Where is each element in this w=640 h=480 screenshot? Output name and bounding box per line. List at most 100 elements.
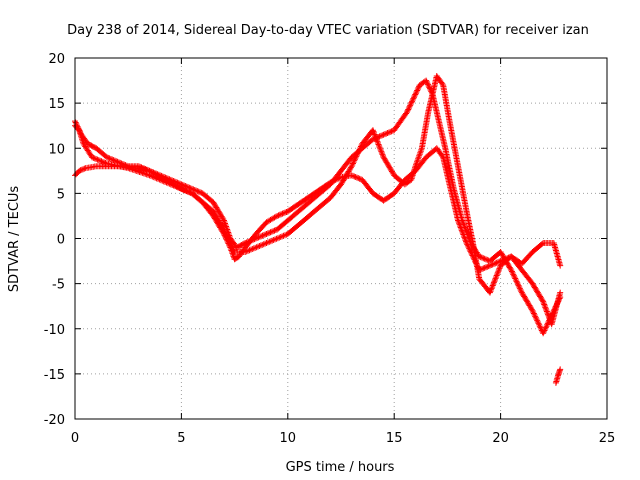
- x-tick-label: 5: [177, 431, 185, 446]
- data-point-marker: [439, 80, 446, 87]
- data-point-marker: [377, 145, 384, 152]
- data-point-marker: [348, 172, 355, 179]
- data-point-marker: [540, 328, 547, 335]
- data-point-marker: [387, 128, 394, 135]
- data-point-marker: [259, 241, 266, 248]
- data-point-marker: [461, 223, 468, 230]
- data-point-marker: [139, 164, 146, 171]
- data-point-marker: [97, 157, 104, 164]
- data-point-marker: [283, 208, 290, 215]
- data-point-marker: [542, 326, 549, 333]
- data-point-marker: [138, 164, 145, 171]
- data-point-marker: [255, 243, 262, 250]
- data-point-marker: [177, 185, 184, 192]
- data-point-marker: [159, 177, 166, 184]
- data-point-marker: [376, 133, 383, 140]
- data-point-marker: [73, 120, 80, 127]
- data-point-marker: [102, 160, 109, 167]
- data-point-marker: [245, 247, 252, 254]
- data-point-marker: [159, 173, 166, 180]
- data-point-marker: [417, 148, 424, 155]
- data-point-marker: [183, 183, 190, 190]
- data-point-marker: [546, 317, 553, 324]
- chart-title: Day 238 of 2014, Sidereal Day-to-day VTE…: [67, 23, 589, 38]
- y-axis-label: SDTVAR / TECUs: [7, 186, 22, 293]
- data-point-marker: [550, 309, 557, 316]
- data-point-marker: [480, 265, 487, 272]
- data-point-marker: [547, 314, 554, 321]
- data-point-marker: [115, 159, 122, 166]
- data-point-marker: [467, 238, 474, 245]
- data-point-marker: [529, 307, 536, 314]
- data-point-marker: [166, 176, 173, 183]
- data-point-marker: [542, 305, 549, 312]
- data-point-marker: [545, 318, 552, 325]
- data-point-marker: [254, 234, 261, 241]
- data-point-marker: [482, 264, 489, 271]
- data-point-marker: [542, 324, 549, 331]
- data-point-marker: [80, 166, 87, 173]
- data-point-marker: [230, 246, 237, 253]
- data-points: [72, 73, 564, 386]
- data-point-marker: [378, 148, 385, 155]
- data-point-marker: [178, 181, 185, 188]
- data-point-marker: [260, 241, 267, 248]
- data-point-marker: [197, 189, 204, 196]
- data-point-marker: [414, 87, 421, 94]
- data-point-marker: [243, 248, 250, 255]
- data-point-marker: [372, 135, 379, 142]
- data-point-marker: [514, 279, 521, 286]
- data-point-marker: [460, 221, 467, 228]
- data-point-marker: [544, 309, 551, 316]
- data-point-marker: [528, 306, 535, 313]
- data-point-marker: [530, 309, 537, 316]
- data-point-marker: [270, 228, 277, 235]
- data-point-marker: [90, 154, 97, 161]
- data-point-marker: [264, 230, 271, 237]
- data-point-marker: [508, 268, 515, 275]
- data-point-marker: [248, 237, 255, 244]
- data-point-marker: [94, 156, 101, 163]
- y-tick-label: 20: [48, 52, 65, 67]
- data-point-marker: [551, 306, 558, 313]
- data-point-marker: [75, 126, 82, 133]
- data-point-marker: [490, 281, 497, 288]
- data-point-marker: [274, 235, 281, 242]
- data-point-marker: [540, 330, 547, 337]
- data-point-marker: [269, 237, 276, 244]
- data-point-marker: [266, 229, 273, 236]
- data-point-marker: [191, 186, 198, 193]
- data-point-marker: [518, 288, 525, 295]
- data-point-marker: [415, 84, 422, 91]
- data-point-marker: [407, 102, 414, 109]
- data-point-marker: [258, 233, 265, 240]
- data-point-marker: [538, 241, 545, 248]
- data-point-marker: [481, 264, 488, 271]
- x-tick-label: 20: [492, 431, 509, 446]
- data-point-marker: [543, 323, 550, 330]
- data-point-marker: [428, 88, 435, 95]
- data-point-marker: [507, 265, 514, 272]
- data-point-marker: [190, 186, 197, 193]
- data-point-marker: [508, 267, 515, 274]
- data-point-marker: [193, 187, 200, 194]
- data-point-marker: [105, 154, 112, 161]
- data-point-marker: [552, 303, 559, 310]
- data-point-marker: [266, 238, 273, 245]
- data-point-marker: [143, 166, 150, 173]
- data-point-marker: [478, 254, 485, 261]
- data-point-marker: [459, 217, 466, 224]
- data-point-marker: [76, 127, 83, 134]
- data-point-marker: [512, 276, 519, 283]
- data-point-marker: [272, 213, 279, 220]
- data-point-marker: [352, 174, 359, 181]
- data-point-marker: [462, 225, 469, 232]
- data-point-marker: [264, 239, 271, 246]
- data-point-marker: [141, 165, 148, 172]
- data-point-marker: [375, 141, 382, 148]
- data-point-marker: [426, 84, 433, 91]
- data-point-marker: [517, 286, 524, 293]
- data-point-marker: [262, 231, 269, 238]
- data-point-marker: [385, 129, 392, 136]
- data-point-marker: [541, 302, 548, 309]
